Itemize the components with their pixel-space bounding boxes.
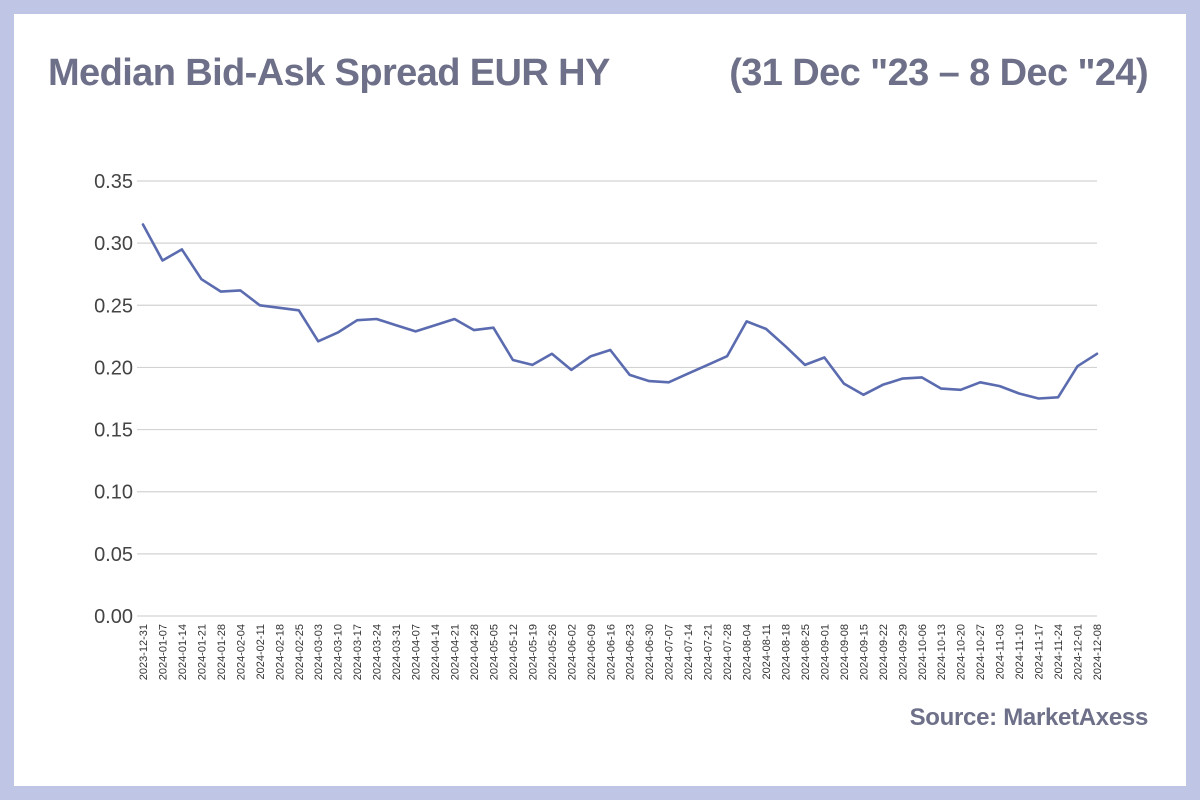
x-tick-label: 2024-04-14 — [430, 624, 442, 680]
x-tick-label: 2024-04-21 — [450, 624, 462, 680]
x-tick-label: 2024-05-19 — [527, 624, 539, 680]
x-tick-label: 2024-08-18 — [780, 624, 792, 680]
x-tick-label: 2024-06-02 — [566, 624, 578, 680]
x-tick-label: 2024-08-04 — [742, 624, 754, 680]
x-tick-label: 2024-09-29 — [897, 624, 909, 680]
x-tick-label: 2024-01-14 — [177, 624, 189, 680]
x-tick-label: 2024-08-11 — [761, 624, 773, 679]
x-tick-label: 2023-12-31 — [138, 624, 150, 680]
x-tick-label: 2024-04-28 — [469, 624, 481, 680]
x-tick-label: 2024-10-27 — [975, 624, 987, 680]
series-line — [141, 223, 1099, 400]
x-tick-label: 2024-07-14 — [683, 624, 695, 680]
chart-subtitle: (31 Dec "23 – 8 Dec "24) — [729, 52, 1148, 94]
y-axis: 0.00 0.05 0.10 0.15 0.20 0.25 0.30 0.35 — [94, 171, 133, 628]
x-tick-label: 2024-11-10 — [1014, 624, 1026, 679]
x-tick-label: 2024-02-04 — [235, 624, 247, 680]
y-tick-label: 0.25 — [94, 295, 133, 317]
series-layer — [141, 223, 1099, 400]
x-tick-label: 2024-07-21 — [703, 624, 715, 680]
x-tick-label: 2024-07-07 — [664, 624, 676, 680]
chart-title: Median Bid-Ask Spread EUR HY — [48, 52, 610, 94]
x-tick-label: 2024-05-26 — [547, 624, 559, 680]
x-tick-label: 2024-10-06 — [917, 624, 929, 680]
x-tick-label: 2024-01-21 — [196, 624, 208, 680]
x-tick-label: 2024-05-12 — [508, 624, 520, 680]
y-tick-label: 0.10 — [94, 482, 133, 504]
x-tick-label: 2024-08-25 — [800, 624, 812, 680]
y-tick-label: 0.20 — [94, 357, 133, 379]
x-tick-label: 2024-04-07 — [411, 624, 423, 680]
x-tick-label: 2024-02-25 — [294, 624, 306, 680]
x-tick-label: 2024-02-11 — [255, 624, 267, 679]
x-tick-label: 2024-03-24 — [372, 624, 384, 680]
y-tick-label: 0.30 — [94, 233, 133, 255]
x-tick-label: 2024-11-17 — [1034, 624, 1046, 679]
x-tick-label: 2024-05-05 — [488, 624, 500, 680]
x-tick-label: 2024-09-08 — [839, 624, 851, 680]
x-tick-label: 2024-10-13 — [936, 624, 948, 680]
y-tick-label: 0.15 — [94, 420, 133, 442]
x-tick-label: 2024-07-28 — [722, 624, 734, 680]
y-tick-label: 0.05 — [94, 544, 133, 566]
x-tick-label: 2024-06-09 — [586, 624, 598, 680]
x-axis: 2023-12-31 2024-01-07 2024-01-14 2024-01-21… — [138, 624, 1104, 680]
y-tick-label: 0.00 — [94, 606, 133, 628]
x-tick-label: 2024-11-24 — [1053, 624, 1065, 679]
x-tick-label: 2024-06-23 — [625, 624, 637, 680]
x-tick-label: 2024-10-20 — [956, 624, 968, 680]
grid-layer — [137, 180, 1097, 617]
x-tick-label: 2024-03-17 — [352, 624, 364, 680]
x-tick-label: 2024-09-01 — [819, 624, 831, 680]
chart-panel — [14, 14, 1186, 786]
x-tick-label: 2024-12-01 — [1073, 624, 1085, 680]
source-note: Source: MarketAxess — [909, 704, 1149, 731]
x-tick-label: 2024-11-03 — [995, 624, 1007, 679]
x-tick-label: 2024-12-08 — [1092, 624, 1104, 680]
x-tick-label: 2024-09-22 — [878, 624, 890, 680]
x-tick-label: 2024-09-15 — [858, 624, 870, 680]
x-tick-label: 2024-01-07 — [157, 624, 169, 680]
y-tick-label: 0.35 — [94, 171, 133, 193]
x-tick-label: 2024-02-18 — [274, 624, 286, 680]
x-tick-label: 2024-01-28 — [216, 624, 228, 680]
x-tick-label: 2024-06-16 — [605, 624, 617, 680]
x-tick-label: 2024-03-10 — [333, 624, 345, 680]
x-tick-label: 2024-03-03 — [313, 624, 325, 680]
x-tick-label: 2024-06-30 — [644, 624, 656, 680]
x-tick-label: 2024-03-31 — [391, 624, 403, 680]
